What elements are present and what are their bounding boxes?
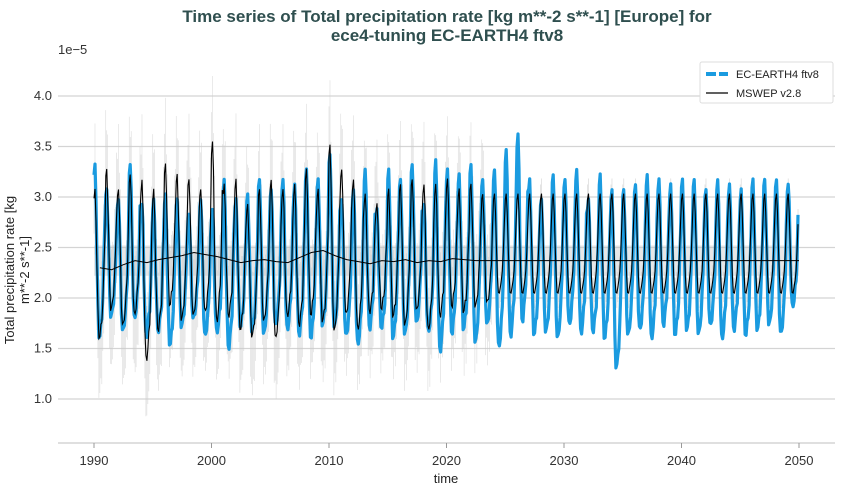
x-axis-label: time — [434, 471, 459, 486]
y-axis-label-line1: Total precipitation rate [kg — [2, 196, 17, 344]
y-tick-label: 4.0 — [34, 88, 52, 103]
y-tick-label: 3.0 — [34, 189, 52, 204]
y-tick-label: 1.5 — [34, 341, 52, 356]
x-tick-label: 2050 — [785, 453, 814, 468]
x-tick-label: 2040 — [667, 453, 696, 468]
legend-label-ec-earth: EC-EARTH4 ftv8 — [736, 69, 819, 81]
series-mswep-v2-8 — [93, 141, 799, 361]
legend-box — [699, 61, 834, 104]
y-axis-label-line2: m**-2 s**-1] — [17, 236, 32, 304]
y-multiplier-label: 1e−5 — [58, 42, 87, 57]
x-tick-label: 2030 — [550, 453, 579, 468]
x-tick-label: 2000 — [197, 453, 226, 468]
legend: EC-EARTH4 ftv8 MSWEP v2.8 — [699, 61, 834, 104]
y-tick-label: 3.5 — [34, 139, 52, 154]
x-tick-label: 2020 — [432, 453, 461, 468]
chart-title-line2: ece4-tuning EC-EARTH4 ftv8 — [331, 26, 563, 45]
y-tick-label: 2.0 — [34, 290, 52, 305]
mswep-running-mean — [99, 249, 799, 271]
y-tick-label: 1.0 — [34, 391, 52, 406]
legend-label-mswep: MSWEP v2.8 — [736, 88, 801, 100]
y-tick-label: 2.5 — [34, 240, 52, 255]
x-tick-label: 1990 — [80, 453, 109, 468]
chart-title-line1: Time series of Total precipitation rate … — [182, 7, 712, 26]
x-tick-label: 2010 — [315, 453, 344, 468]
